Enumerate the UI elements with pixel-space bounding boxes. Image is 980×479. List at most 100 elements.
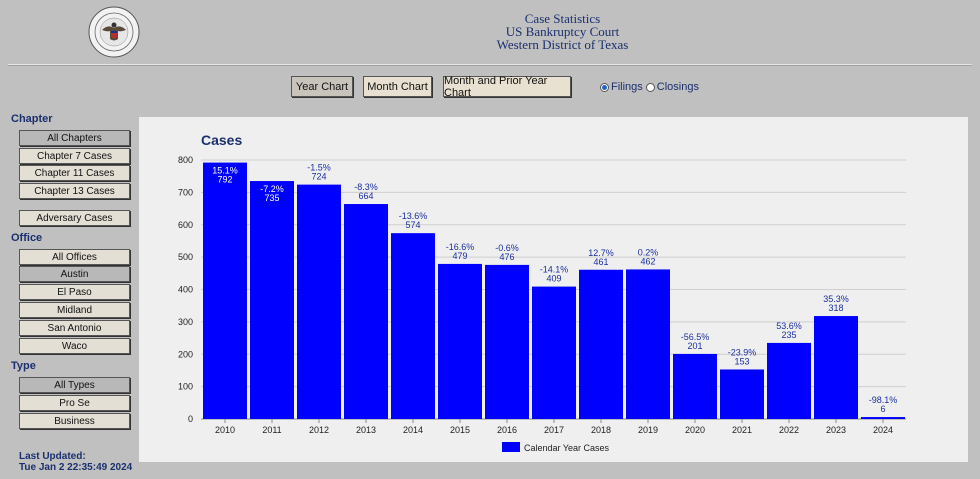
- value-label: 735: [264, 193, 279, 203]
- y-tick-label: 700: [178, 187, 193, 197]
- x-tick-label: 2020: [685, 425, 705, 435]
- court-seal-logo: [88, 6, 140, 58]
- value-label: 664: [358, 191, 373, 201]
- adversary-cases-button[interactable]: Adversary Cases: [19, 210, 130, 226]
- chapter-7-button[interactable]: Chapter 7 Cases: [19, 148, 130, 164]
- percent-change-label: -98.1%: [869, 395, 898, 405]
- x-tick-label: 2015: [450, 425, 470, 435]
- percent-change-label: -1.5%: [307, 163, 331, 173]
- bar: [532, 286, 576, 419]
- bar: [720, 369, 764, 419]
- x-tick-label: 2022: [779, 425, 799, 435]
- value-label: 235: [781, 330, 796, 340]
- y-tick-label: 600: [178, 220, 193, 230]
- x-tick-label: 2012: [309, 425, 329, 435]
- value-label: 724: [311, 172, 326, 182]
- percent-change-label: -8.3%: [354, 182, 378, 192]
- value-label: 462: [640, 256, 655, 266]
- x-tick-label: 2013: [356, 425, 376, 435]
- header-title: Case Statistics US Bankruptcy Court West…: [440, 12, 685, 51]
- closings-radio[interactable]: [645, 82, 655, 92]
- chapter-13-button[interactable]: Chapter 13 Cases: [19, 183, 130, 199]
- el-paso-button[interactable]: El Paso: [19, 284, 130, 300]
- value-label: 574: [405, 220, 420, 230]
- percent-change-label: -23.9%: [728, 347, 757, 357]
- filings-radio[interactable]: [600, 82, 609, 92]
- x-tick-label: 2016: [497, 425, 517, 435]
- filings-closings-toggle: Filings Closings: [600, 81, 699, 93]
- bar: [485, 264, 529, 419]
- cases-bar-chart: Cases0100200300400500600700800201015.1%7…: [178, 132, 906, 453]
- value-label: 476: [499, 252, 514, 262]
- closings-label[interactable]: Closings: [656, 81, 699, 93]
- chapter-heading: Chapter: [11, 113, 53, 125]
- all-offices-button[interactable]: All Offices: [19, 249, 130, 265]
- value-label: 153: [734, 356, 749, 366]
- x-tick-label: 2014: [403, 425, 423, 435]
- bar: [250, 181, 294, 419]
- percent-change-label: -0.6%: [495, 243, 519, 253]
- y-tick-label: 300: [178, 317, 193, 327]
- header-line-3: Western District of Texas: [496, 37, 629, 52]
- y-tick-label: 200: [178, 349, 193, 359]
- percent-change-label: -7.2%: [260, 184, 284, 194]
- y-tick-label: 0: [188, 414, 193, 424]
- all-chapters-button[interactable]: All Chapters: [19, 130, 130, 146]
- percent-change-label: 0.2%: [638, 247, 659, 257]
- midland-button[interactable]: Midland: [19, 302, 130, 318]
- pro-se-button[interactable]: Pro Se: [19, 395, 130, 411]
- business-button[interactable]: Business: [19, 413, 130, 429]
- percent-change-label: -13.6%: [399, 211, 428, 221]
- all-types-button[interactable]: All Types: [19, 377, 130, 393]
- x-tick-label: 2011: [262, 425, 281, 435]
- san-antonio-button[interactable]: San Antonio: [19, 320, 130, 336]
- value-label: 6: [880, 404, 885, 414]
- last-updated-label: Last Updated:: [19, 451, 86, 462]
- percent-change-label: 53.6%: [776, 321, 802, 331]
- y-tick-label: 400: [178, 285, 193, 295]
- year-chart-button[interactable]: Year Chart: [291, 76, 353, 97]
- x-tick-label: 2010: [215, 425, 235, 435]
- y-tick-label: 800: [178, 155, 193, 165]
- bar: [767, 342, 811, 419]
- bar: [391, 233, 435, 419]
- y-tick-label: 500: [178, 252, 193, 262]
- x-tick-label: 2024: [873, 425, 893, 435]
- header-line-1: Case Statistics: [524, 11, 601, 26]
- percent-change-label: -16.6%: [446, 242, 475, 252]
- austin-button[interactable]: Austin: [19, 266, 130, 282]
- bar: [579, 269, 623, 419]
- chart-panel: Cases 0 100 200 300 400 500 600 700 800 2010 15.1% 7…: [139, 117, 968, 462]
- last-updated: Last Updated: Tue Jan 2 22:35:49 2024: [19, 451, 132, 473]
- bar: [203, 162, 247, 419]
- waco-button[interactable]: Waco: [19, 338, 130, 354]
- month-prior-year-chart-button[interactable]: Month and Prior Year Chart: [443, 75, 571, 99]
- value-label: 318: [828, 303, 843, 313]
- header-divider: [8, 64, 972, 66]
- x-tick-label: 2023: [826, 425, 846, 435]
- value-label: 409: [546, 274, 561, 284]
- office-heading: Office: [11, 232, 43, 244]
- bar: [814, 316, 858, 419]
- x-tick-label: 2021: [732, 425, 752, 435]
- legend-swatch: [502, 442, 520, 452]
- percent-change-label: 35.3%: [823, 294, 849, 304]
- value-label: 792: [217, 175, 232, 185]
- month-chart-button[interactable]: Month Chart: [363, 76, 432, 97]
- bar: [861, 417, 905, 419]
- x-tick-label: 2017: [544, 425, 564, 435]
- percent-change-label: 12.7%: [588, 248, 614, 258]
- bar: [438, 263, 482, 419]
- value-label: 461: [593, 257, 608, 267]
- header-line-2: US Bankruptcy Court: [505, 24, 620, 39]
- percent-change-label: -14.1%: [540, 265, 569, 275]
- x-tick-label: 2019: [638, 425, 658, 435]
- x-tick-label: 2018: [591, 425, 611, 435]
- filings-label[interactable]: Filings: [611, 81, 643, 93]
- percent-change-label: -56.5%: [681, 332, 710, 342]
- chapter-11-button[interactable]: Chapter 11 Cases: [19, 165, 130, 181]
- chart-title: Cases: [201, 132, 242, 148]
- bar: [673, 353, 717, 419]
- y-tick-label: 100: [178, 382, 193, 392]
- last-updated-value: Tue Jan 2 22:35:49 2024: [19, 462, 133, 473]
